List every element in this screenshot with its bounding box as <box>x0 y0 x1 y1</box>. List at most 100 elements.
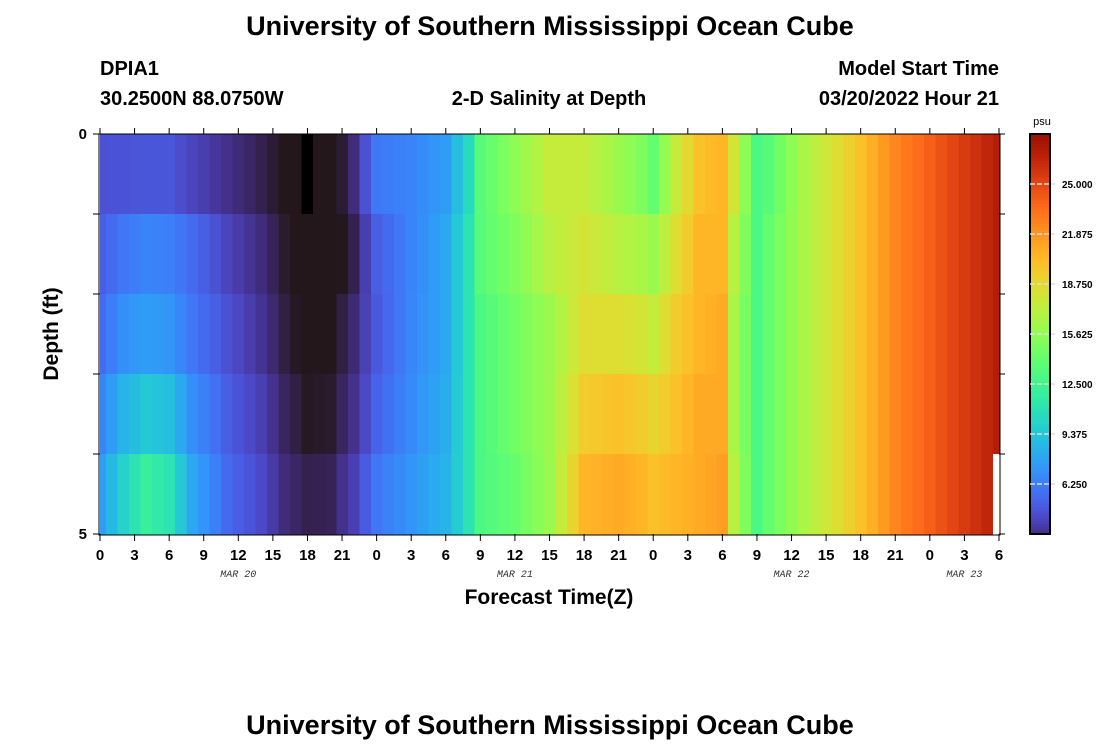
heat-cell <box>221 374 234 455</box>
colorbar-segment <box>1030 280 1050 285</box>
heat-cell <box>520 374 533 455</box>
heat-cell <box>612 214 626 295</box>
heat-cell <box>232 454 245 535</box>
heat-cell <box>578 294 591 375</box>
colorbar-segment <box>1030 457 1050 462</box>
heat-cell <box>128 294 141 375</box>
heat-cell <box>474 214 487 295</box>
heat-cell <box>831 454 845 535</box>
heat-cell <box>751 294 764 375</box>
heat-cell <box>324 454 337 535</box>
heat-cell <box>601 454 614 535</box>
colorbar-segment <box>1030 487 1050 492</box>
heat-cell <box>428 294 441 375</box>
x-tick-label: 3 <box>960 547 968 564</box>
heat-cell <box>100 374 107 455</box>
colorbar-segment <box>1030 430 1050 435</box>
heat-cell <box>601 374 614 455</box>
x-tick-label: 6 <box>718 547 726 564</box>
heat-cell <box>140 134 153 215</box>
heat-cell <box>635 294 649 375</box>
heat-cell <box>186 134 199 215</box>
heat-cell <box>267 134 280 215</box>
heat-cell <box>647 454 660 535</box>
heat-cell <box>255 214 268 295</box>
heat-cell <box>497 214 510 295</box>
heat-cell <box>520 294 533 375</box>
heat-cell <box>128 134 141 215</box>
heat-cell <box>912 214 925 295</box>
heat-cell <box>197 214 211 295</box>
heat-cell <box>774 134 787 215</box>
chart-title: 2-D Salinity at Depth <box>452 88 646 110</box>
heat-cell <box>186 214 199 295</box>
heat-cell <box>635 374 649 455</box>
colorbar-segment <box>1030 347 1050 352</box>
heat-cell <box>981 454 994 535</box>
heat-cell <box>635 214 649 295</box>
heat-cell <box>451 294 464 375</box>
colorbar-segment <box>1030 267 1050 272</box>
colorbar-tick-label: 15.625 <box>1062 330 1093 341</box>
colorbar-segment <box>1030 417 1050 422</box>
heat-cell <box>151 454 164 535</box>
day-label: MAR 22 <box>774 570 810 581</box>
heat-cell <box>174 134 188 215</box>
heat-cell <box>739 214 752 295</box>
heat-cell <box>509 294 522 375</box>
colorbar-segment <box>1030 410 1050 415</box>
heat-cell <box>290 374 303 455</box>
heat-cell <box>416 294 430 375</box>
colorbar-segment <box>1030 330 1050 335</box>
heat-cell <box>405 214 418 295</box>
model-start-label: Model Start Time <box>838 58 999 80</box>
heat-cell <box>255 454 268 535</box>
heat-cell <box>232 214 245 295</box>
heat-cell <box>428 134 441 215</box>
heat-cell <box>647 294 660 375</box>
heat-cell <box>578 214 591 295</box>
heat-cell <box>100 214 107 295</box>
heat-cell <box>336 454 349 535</box>
x-tick-label: 18 <box>299 547 316 564</box>
heat-cell <box>612 134 626 215</box>
heat-cell <box>221 294 234 375</box>
heat-cell <box>924 134 937 215</box>
heat-cell <box>347 134 360 215</box>
colorbar-segment <box>1030 170 1050 175</box>
heat-cell <box>624 294 637 375</box>
heat-cell <box>808 294 821 375</box>
heat-cell <box>140 214 153 295</box>
heat-cell <box>612 294 626 375</box>
colorbar-segment <box>1030 520 1050 525</box>
heat-cell <box>901 134 914 215</box>
heat-cell <box>843 454 856 535</box>
colorbar-segment <box>1030 437 1050 442</box>
heat-cell <box>751 374 764 455</box>
heat-cell <box>474 454 487 535</box>
heat-cell <box>232 374 245 455</box>
heat-cell <box>301 294 314 375</box>
heat-cell <box>393 214 407 295</box>
y-axis-title: Depth (ft) <box>40 287 63 380</box>
colorbar-segment <box>1030 357 1050 362</box>
heat-cell <box>762 214 775 295</box>
colorbar-segment <box>1030 177 1050 182</box>
heat-cell <box>440 454 453 535</box>
heat-cell <box>232 134 245 215</box>
heat-cell <box>877 454 891 535</box>
heat-cell <box>313 294 326 375</box>
heat-cell <box>935 214 948 295</box>
heat-cell <box>543 294 556 375</box>
colorbar-segment <box>1030 447 1050 452</box>
heat-cell <box>359 214 372 295</box>
heat-cell <box>866 134 879 215</box>
colorbar-segment <box>1030 200 1050 205</box>
colorbar-segment <box>1030 144 1050 148</box>
colorbar-segment <box>1030 147 1050 152</box>
x-tick-label: 0 <box>96 547 104 564</box>
heat-cell <box>947 214 960 295</box>
heat-cell <box>359 134 372 215</box>
heat-cell <box>924 374 937 455</box>
heat-cell <box>670 214 683 295</box>
